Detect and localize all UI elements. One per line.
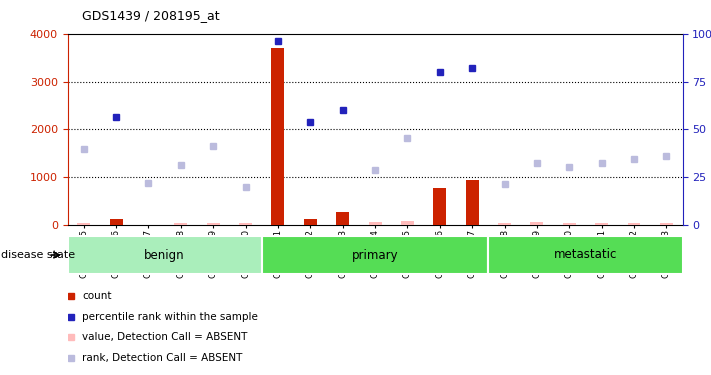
Bar: [336, 212, 349, 225]
Text: metastatic: metastatic: [554, 249, 617, 261]
Bar: [272, 48, 284, 225]
Bar: [563, 223, 576, 225]
Text: percentile rank within the sample: percentile rank within the sample: [82, 312, 258, 322]
Bar: [239, 223, 252, 225]
Bar: [628, 223, 641, 225]
Bar: [304, 219, 317, 225]
Bar: [401, 221, 414, 225]
Text: rank, Detection Call = ABSENT: rank, Detection Call = ABSENT: [82, 353, 242, 363]
Bar: [433, 188, 447, 225]
Bar: [77, 223, 90, 225]
Text: value, Detection Call = ABSENT: value, Detection Call = ABSENT: [82, 332, 247, 342]
Text: count: count: [82, 291, 112, 301]
Bar: [466, 180, 479, 225]
Text: benign: benign: [144, 249, 185, 261]
FancyBboxPatch shape: [68, 236, 262, 274]
Bar: [498, 223, 511, 225]
Bar: [530, 222, 543, 225]
FancyBboxPatch shape: [488, 236, 683, 274]
Bar: [207, 223, 220, 225]
Text: primary: primary: [352, 249, 398, 261]
FancyBboxPatch shape: [262, 236, 488, 274]
Bar: [109, 219, 122, 225]
Bar: [660, 223, 673, 225]
Bar: [368, 222, 382, 225]
Text: disease state: disease state: [1, 250, 75, 260]
Text: GDS1439 / 208195_at: GDS1439 / 208195_at: [82, 9, 220, 22]
Bar: [174, 223, 187, 225]
Bar: [595, 223, 608, 225]
